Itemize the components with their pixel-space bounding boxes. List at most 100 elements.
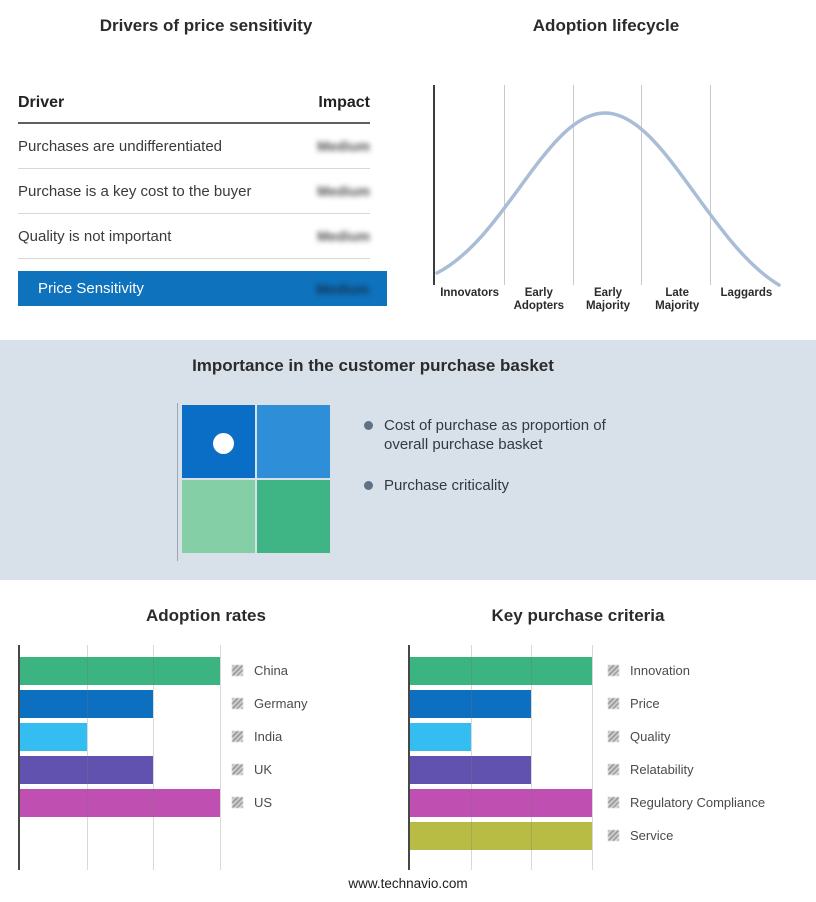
lifecycle-gridline <box>572 85 574 285</box>
bar-row-us <box>20 786 220 819</box>
bar-row-service <box>410 819 598 852</box>
bar-row-china <box>20 654 220 687</box>
bar-service <box>410 821 592 850</box>
stage-label: Early Majority <box>585 287 631 312</box>
quadrant-bottom-left <box>182 480 255 553</box>
bullet-item: Cost of purchase as proportion of overal… <box>364 416 626 454</box>
bell-curve-icon <box>435 111 781 287</box>
gridline <box>591 645 593 870</box>
gridline <box>86 645 88 870</box>
gridline <box>153 645 155 870</box>
hatched-swatch-icon <box>232 665 243 676</box>
legend-item-innovation: Innovation <box>608 654 765 687</box>
key-purchase-criteria-plot <box>408 645 598 870</box>
drivers-table-body: Purchases are undifferentiated Medium Purc… <box>18 124 370 259</box>
legend-label: Germany <box>254 696 308 711</box>
hatched-swatch-icon <box>232 797 243 808</box>
hatched-swatch-icon <box>608 797 619 808</box>
bar-row-regulatory-compliance <box>410 786 598 819</box>
bar-row-relatability <box>410 753 598 786</box>
driver-row: Quality is not important Medium <box>18 214 370 259</box>
key-purchase-criteria-legend: Innovation Price Quality Relatability Regula… <box>608 645 765 852</box>
purchase-basket-band <box>0 340 816 580</box>
bar-us <box>20 788 220 817</box>
drivers-title: Drivers of price sensitivity <box>99 16 313 35</box>
legend-item-quality: Quality <box>608 720 765 753</box>
bar-germany <box>20 689 154 718</box>
hatched-swatch-icon <box>608 665 619 676</box>
bar-row-germany <box>20 687 220 720</box>
impact-value: Medium <box>317 183 370 199</box>
bar-row-quality <box>410 720 598 753</box>
gridline <box>220 645 221 870</box>
hatched-swatch-icon <box>608 830 619 841</box>
drivers-table: Driver Impact Purchases are undifferenti… <box>18 90 370 259</box>
adoption-rates-plot <box>18 645 221 870</box>
basket-bullets: Cost of purchase as proportion of overal… <box>364 416 626 517</box>
legend-label: Relatability <box>630 762 694 777</box>
legend-label: Price <box>630 696 660 711</box>
bar-china <box>20 656 220 685</box>
hatched-swatch-icon <box>608 764 619 775</box>
impact-value: Medium <box>317 228 370 244</box>
legend-label: China <box>254 663 288 678</box>
lifecycle-title: Adoption lifecycle <box>532 16 680 35</box>
quadrant-top-right <box>257 405 330 478</box>
lifecycle-gridline <box>641 85 643 285</box>
quadrant-axis <box>177 403 178 561</box>
legend-label: Regulatory Compliance <box>630 795 766 810</box>
price-sensitivity-impact: Medium <box>316 280 369 297</box>
adoption-lifecycle-chart: Innovators Early Adopters Early Majority La… <box>433 85 781 312</box>
bar-row-innovation <box>410 654 598 687</box>
gridline <box>470 645 472 870</box>
column-driver: Driver <box>18 94 65 111</box>
legend-item-price: Price <box>608 687 765 720</box>
stage-labels: Innovators Early Adopters Early Majority La… <box>435 287 781 313</box>
legend-label: UK <box>254 762 273 777</box>
quadrant-top-left <box>182 405 255 478</box>
bullet-text: Cost of purchase as proportion of overal… <box>384 417 606 453</box>
bullet-icon <box>364 481 373 490</box>
legend-item-germany: Germany <box>232 687 307 720</box>
stage-label: Laggards <box>720 287 773 299</box>
bullet-item: Purchase criticality <box>364 476 626 495</box>
basket-title: Importance in the customer purchase bask… <box>192 356 554 375</box>
quadrant-bottom-right <box>257 480 330 553</box>
hatched-swatch-icon <box>232 764 243 775</box>
legend-item-regulatory-compliance: Regulatory Compliance <box>608 786 765 819</box>
bullet-text: Purchase criticality <box>384 477 510 494</box>
driver-name: Quality is not important <box>18 227 172 245</box>
impact-value: Medium <box>317 138 370 154</box>
key-purchase-criteria-title: Key purchase criteria <box>491 606 665 625</box>
bar-uk <box>20 755 154 784</box>
bar-row-uk <box>20 753 220 786</box>
bar-row-india <box>20 720 220 753</box>
legend-label: Quality <box>630 729 671 744</box>
adoption-rates-legend: China Germany India UK US <box>232 645 307 819</box>
lifecycle-gridline <box>503 85 505 285</box>
legend-label: India <box>254 729 283 744</box>
gridline <box>531 645 533 870</box>
bar-relatability <box>410 755 532 784</box>
driver-name: Purchases are undifferentiated <box>18 137 223 155</box>
legend-item-service: Service <box>608 819 765 852</box>
legend-label: Service <box>630 828 674 843</box>
legend-item-us: US <box>232 786 307 819</box>
stage-label: Late Majority <box>655 287 700 312</box>
legend-item-china: China <box>232 654 307 687</box>
adoption-rates-title: Adoption rates <box>146 606 266 625</box>
driver-row: Purchase is a key cost to the buyer Mediu… <box>18 169 370 214</box>
lifecycle-gridline <box>710 85 712 285</box>
column-impact: Impact <box>318 94 370 111</box>
bar-innovation <box>410 656 592 685</box>
quadrant-graphic <box>182 405 330 553</box>
bullet-icon <box>364 421 373 430</box>
legend-item-uk: UK <box>232 753 307 786</box>
bar-row-price <box>410 687 598 720</box>
drivers-table-header: Driver Impact <box>18 90 370 124</box>
bar-india <box>20 722 87 751</box>
bar-quality <box>410 722 471 751</box>
driver-row: Purchases are undifferentiated Medium <box>18 124 370 169</box>
driver-name: Purchase is a key cost to the buyer <box>18 182 252 200</box>
